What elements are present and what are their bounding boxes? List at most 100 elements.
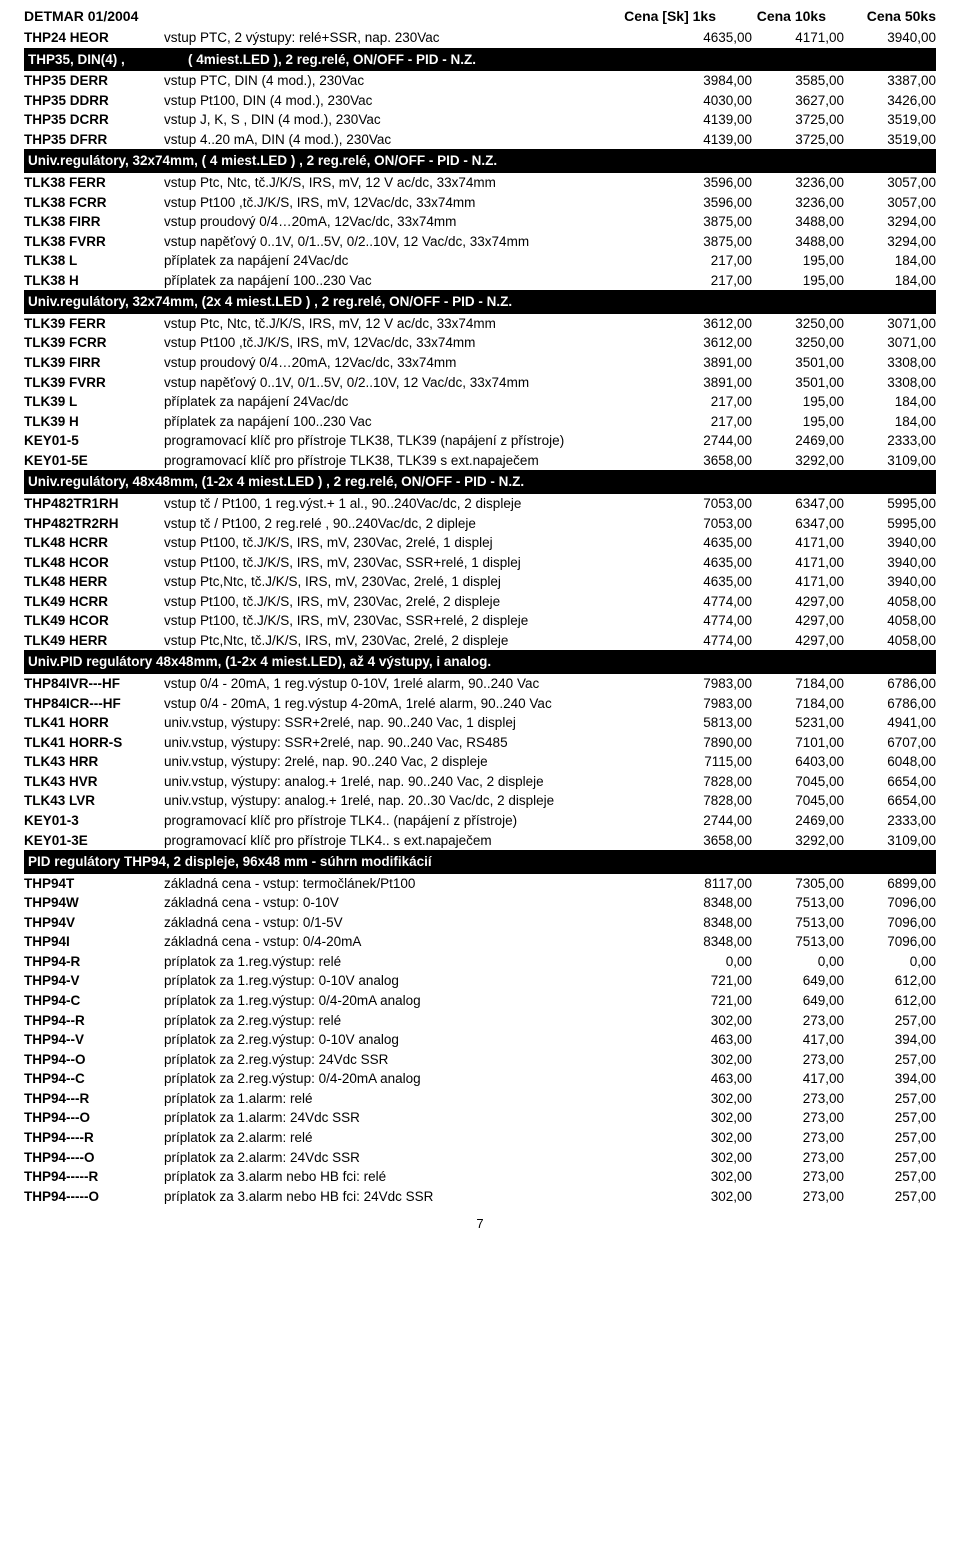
price-col-1: 721,00 bbox=[660, 971, 752, 991]
price-col-2: 273,00 bbox=[752, 1108, 844, 1128]
product-code: TLK43 LVR bbox=[24, 791, 164, 811]
price-col-1: 3596,00 bbox=[660, 173, 752, 193]
product-code: THP94W bbox=[24, 893, 164, 913]
product-desc: vstup Pt100, DIN (4 mod.), 230Vac bbox=[164, 91, 660, 111]
product-desc: vstup Pt100, tč.J/K/S, IRS, mV, 230Vac, … bbox=[164, 611, 660, 631]
price-col-3: 394,00 bbox=[844, 1030, 936, 1050]
price-col-1: 4774,00 bbox=[660, 631, 752, 651]
table-row: THP94--Rpríplatok za 2.reg.výstup: relé3… bbox=[24, 1011, 936, 1031]
price-col-3: 184,00 bbox=[844, 271, 936, 291]
price-col-2: 3292,00 bbox=[752, 831, 844, 851]
price-col-2: 7101,00 bbox=[752, 733, 844, 753]
price-col-2: 195,00 bbox=[752, 392, 844, 412]
section-desc: Univ.regulátory, 32x74mm, ( 4 miest.LED … bbox=[28, 151, 932, 171]
price-col-1: 4139,00 bbox=[660, 110, 752, 130]
price-col-2: 3725,00 bbox=[752, 130, 844, 150]
product-desc: príplatok za 2.alarm: 24Vdc SSR bbox=[164, 1148, 660, 1168]
price-col-2: 3725,00 bbox=[752, 110, 844, 130]
product-desc: univ.vstup, výstupy: analog.+ 1relé, nap… bbox=[164, 791, 660, 811]
price-col-1: 0,00 bbox=[660, 952, 752, 972]
price-col-1: 217,00 bbox=[660, 412, 752, 432]
table-row: THP94Izákladná cena - vstup: 0/4-20mA834… bbox=[24, 932, 936, 952]
price-col-1: 5813,00 bbox=[660, 713, 752, 733]
product-code: THP35 DCRR bbox=[24, 110, 164, 130]
product-code: THP94---O bbox=[24, 1108, 164, 1128]
product-desc: základná cena - vstup: 0/1-5V bbox=[164, 913, 660, 933]
price-col-2: 4297,00 bbox=[752, 611, 844, 631]
price-col-3: 4058,00 bbox=[844, 611, 936, 631]
product-desc: vstup Ptc, Ntc, tč.J/K/S, IRS, mV, 12 V … bbox=[164, 314, 660, 334]
product-desc: základná cena - vstup: termočlánek/Pt100 bbox=[164, 874, 660, 894]
product-code: KEY01-3E bbox=[24, 831, 164, 851]
price-col-3: 7096,00 bbox=[844, 932, 936, 952]
price-col-1: 217,00 bbox=[660, 392, 752, 412]
price-col-2: 3627,00 bbox=[752, 91, 844, 111]
table-row: TLK39 FERRvstup Ptc, Ntc, tč.J/K/S, IRS,… bbox=[24, 314, 936, 334]
product-code: THP84ICR---HF bbox=[24, 694, 164, 714]
product-desc: programovací klíč pro přístroje TLK4.. s… bbox=[164, 831, 660, 851]
price-col-2: 273,00 bbox=[752, 1050, 844, 1070]
price-col-3: 3057,00 bbox=[844, 173, 936, 193]
price-col-2: 273,00 bbox=[752, 1167, 844, 1187]
price-col-2: 273,00 bbox=[752, 1011, 844, 1031]
product-code: TLK38 FERR bbox=[24, 173, 164, 193]
column-headers: Cena [Sk] 1ks Cena 10ks Cena 50ks bbox=[364, 8, 936, 24]
product-code: THP94-----O bbox=[24, 1187, 164, 1207]
price-col-3: 6654,00 bbox=[844, 772, 936, 792]
price-col-3: 5995,00 bbox=[844, 514, 936, 534]
table-row: THP94--Vpríplatok za 2.reg.výstup: 0-10V… bbox=[24, 1030, 936, 1050]
table-row: THP94Tzákladná cena - vstup: termočlánek… bbox=[24, 874, 936, 894]
table-row: TLK49 HERRvstup Ptc,Ntc, tč.J/K/S, IRS, … bbox=[24, 631, 936, 651]
price-col-2: 4297,00 bbox=[752, 631, 844, 651]
product-code: TLK38 L bbox=[24, 251, 164, 271]
product-code: THP35 DFRR bbox=[24, 130, 164, 150]
product-desc: vstup Ptc,Ntc, tč.J/K/S, IRS, mV, 230Vac… bbox=[164, 631, 660, 651]
price-col-1: 217,00 bbox=[660, 271, 752, 291]
price-col-2: 3250,00 bbox=[752, 333, 844, 353]
price-col-2: 7513,00 bbox=[752, 913, 844, 933]
table-row: TLK38 Hpříplatek za napájení 100..230 Va… bbox=[24, 271, 936, 291]
price-col-1: 7983,00 bbox=[660, 694, 752, 714]
price-col-2: 3488,00 bbox=[752, 232, 844, 252]
product-desc: vstup Ptc, Ntc, tč.J/K/S, IRS, mV, 12 V … bbox=[164, 173, 660, 193]
product-code: TLK49 HERR bbox=[24, 631, 164, 651]
price-col-2: 649,00 bbox=[752, 971, 844, 991]
price-col-1: 721,00 bbox=[660, 991, 752, 1011]
product-code: TLK39 L bbox=[24, 392, 164, 412]
product-code: KEY01-5E bbox=[24, 451, 164, 471]
price-col-2: 3292,00 bbox=[752, 451, 844, 471]
price-col-1: 8117,00 bbox=[660, 874, 752, 894]
product-desc: príplatok za 1.reg.výstup: 0-10V analog bbox=[164, 971, 660, 991]
product-code: THP84IVR---HF bbox=[24, 674, 164, 694]
price-col-1: 4635,00 bbox=[660, 28, 752, 48]
price-col-1: 3612,00 bbox=[660, 333, 752, 353]
price-col-2: 417,00 bbox=[752, 1069, 844, 1089]
product-desc: príplatok za 3.alarm nebo HB fci: relé bbox=[164, 1167, 660, 1187]
price-col-3: 612,00 bbox=[844, 971, 936, 991]
table-row: TLK39 FIRRvstup proudový 0/4…20mA, 12Vac… bbox=[24, 353, 936, 373]
table-row: THP94--Opríplatok za 2.reg.výstup: 24Vdc… bbox=[24, 1050, 936, 1070]
table-row: THP482TR1RHvstup tč / Pt100, 1 reg.výst.… bbox=[24, 494, 936, 514]
table-row: THP24 HEORvstup PTC, 2 výstupy: relé+SSR… bbox=[24, 28, 936, 48]
price-col-1: 302,00 bbox=[660, 1187, 752, 1207]
product-code: THP94-----R bbox=[24, 1167, 164, 1187]
product-code: THP94T bbox=[24, 874, 164, 894]
price-col-2: 649,00 bbox=[752, 991, 844, 1011]
product-desc: univ.vstup, výstupy: analog.+ 1relé, nap… bbox=[164, 772, 660, 792]
price-col-3: 0,00 bbox=[844, 952, 936, 972]
table-row: THP94--Cpríplatok za 2.reg.výstup: 0/4-2… bbox=[24, 1069, 936, 1089]
product-code: TLK38 FIRR bbox=[24, 212, 164, 232]
table-row: KEY01-3programovací klíč pro přístroje T… bbox=[24, 811, 936, 831]
price-col-1: 3658,00 bbox=[660, 451, 752, 471]
price-col-1: 302,00 bbox=[660, 1148, 752, 1168]
product-desc: príplatok za 1.reg.výstup: relé bbox=[164, 952, 660, 972]
price-col-3: 394,00 bbox=[844, 1069, 936, 1089]
product-desc: příplatek za napájení 100..230 Vac bbox=[164, 271, 660, 291]
price-col-2: 0,00 bbox=[752, 952, 844, 972]
price-col-1: 2744,00 bbox=[660, 811, 752, 831]
price-col-1: 8348,00 bbox=[660, 913, 752, 933]
price-col-3: 257,00 bbox=[844, 1167, 936, 1187]
price-col-3: 3519,00 bbox=[844, 130, 936, 150]
price-col-2: 4171,00 bbox=[752, 553, 844, 573]
price-col-2: 7513,00 bbox=[752, 932, 844, 952]
